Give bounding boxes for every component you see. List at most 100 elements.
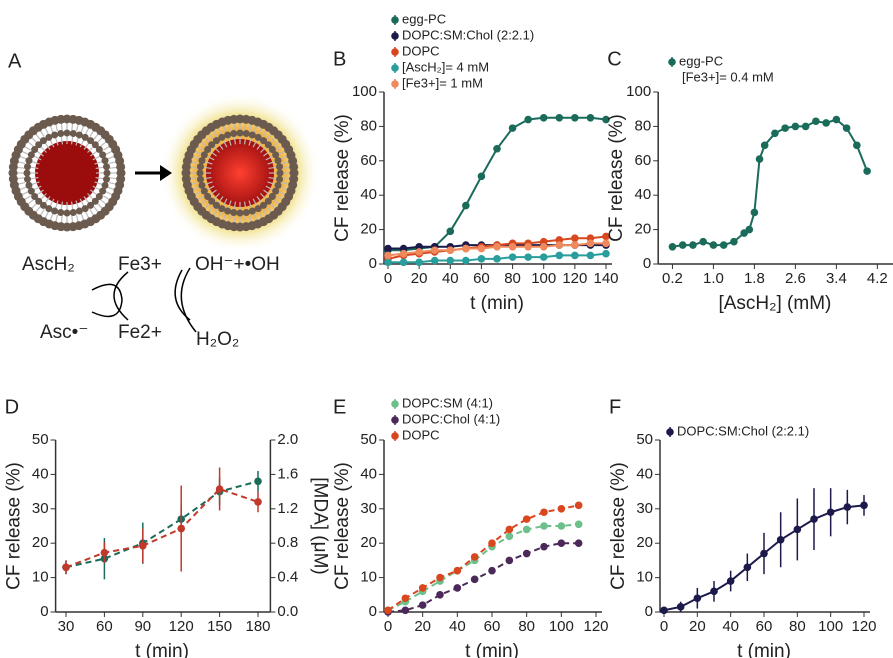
- x-tick-label: 30: [58, 618, 75, 635]
- lipid-head: [268, 193, 276, 201]
- series-line: [65, 480, 259, 569]
- panel-label: C: [607, 48, 621, 70]
- point: [418, 601, 427, 609]
- lipid-tail: [32, 185, 42, 191]
- lipid-head: [91, 197, 99, 205]
- point: [436, 591, 444, 599]
- x-axis-label: t (min): [135, 641, 189, 658]
- point: [415, 248, 423, 256]
- lipid-head: [81, 133, 89, 141]
- lipid-tail: [44, 196, 51, 205]
- x-tick-label: 60: [473, 270, 490, 287]
- y-tick-label: 0: [369, 603, 377, 620]
- y-tick-label: 50: [360, 431, 377, 448]
- legend-label: [AscH₂]= 4 mM: [402, 59, 489, 74]
- point: [730, 237, 738, 246]
- lipid-head: [81, 205, 89, 213]
- core: [35, 141, 99, 205]
- lipid-head: [289, 162, 299, 172]
- lipid-head: [274, 181, 282, 189]
- y-tick-label: 80: [635, 117, 652, 134]
- lipid-head: [196, 175, 204, 183]
- point: [401, 606, 410, 615]
- legend-label: DOPC:Chol (4:1): [402, 411, 500, 426]
- lipid-head: [116, 162, 126, 172]
- core: [206, 139, 274, 207]
- point: [540, 508, 548, 517]
- point: [418, 584, 427, 592]
- lipid-tail: [83, 141, 90, 150]
- x-tick-label: 0: [660, 618, 668, 635]
- diagram: A AscH₂ Fe3+ OH⁻+•OH Asc•⁻ Fe2+ H₂O₂: [8, 50, 320, 350]
- lipid-tail: [217, 196, 224, 205]
- point: [699, 237, 707, 246]
- x-axis-label: t (min): [737, 641, 791, 658]
- point: [555, 251, 564, 260]
- x-tick-label: 80: [504, 270, 521, 287]
- lipid-head: [264, 141, 272, 149]
- x-tick-label: 4.2: [867, 270, 888, 287]
- point: [470, 575, 479, 584]
- point: [508, 253, 517, 261]
- lipid-head: [242, 209, 250, 217]
- point: [660, 606, 668, 615]
- lipid-head: [23, 163, 31, 171]
- lipid-head: [218, 205, 226, 213]
- point: [401, 594, 410, 603]
- legend-label: DOPC:SM:Chol (2:2.1): [402, 27, 534, 42]
- lipid-head: [196, 169, 204, 177]
- lipid-tail: [30, 160, 40, 165]
- point: [826, 508, 835, 517]
- lipid-head: [27, 187, 35, 195]
- lipid-head: [212, 201, 220, 209]
- x-tick-label: 140: [593, 270, 618, 287]
- y-tick-label: 50: [32, 431, 49, 448]
- chem-label: AscH₂: [22, 254, 75, 275]
- lipid-tail: [35, 150, 44, 157]
- lipid-head: [31, 145, 39, 153]
- legend-label: egg-PC: [679, 53, 723, 68]
- point: [812, 117, 820, 126]
- lipid-tail: [267, 160, 277, 165]
- point: [522, 525, 531, 534]
- lipid-head: [236, 129, 244, 137]
- series-line: [672, 118, 869, 248]
- point: [488, 566, 496, 575]
- chem-label: OH⁻+•OH: [195, 254, 280, 275]
- panel-label: B: [333, 48, 346, 70]
- lipid-tail: [203, 160, 213, 165]
- x-tick-label: 120: [169, 618, 194, 635]
- point: [508, 243, 517, 251]
- lipid-head: [101, 157, 109, 165]
- point: [539, 243, 548, 251]
- lipid-head: [274, 157, 282, 165]
- lipid-tail: [94, 160, 104, 165]
- lipid-head: [63, 209, 71, 217]
- lipid-tail: [205, 155, 215, 161]
- x-tick-label: 2.6: [785, 270, 806, 287]
- lipid-tail: [75, 136, 80, 146]
- arrow: [180, 267, 197, 333]
- lipid-head: [95, 193, 103, 201]
- lipid-head: [51, 131, 59, 139]
- point: [586, 251, 595, 260]
- series-line: [387, 523, 579, 612]
- lipid-head: [25, 157, 33, 165]
- point: [760, 549, 768, 558]
- point: [571, 234, 579, 242]
- lipid-tail: [90, 150, 99, 157]
- x-tick-label: 0.2: [662, 270, 683, 287]
- point: [602, 249, 610, 258]
- y-axis-label: CF release (%): [608, 462, 629, 590]
- point: [430, 256, 439, 265]
- lipid-tail: [202, 176, 212, 180]
- lipid-tail: [75, 200, 80, 210]
- point: [415, 258, 423, 267]
- y-tick-label: 20: [32, 534, 49, 551]
- lipid-head: [57, 129, 65, 137]
- x-tick-label: 40: [442, 270, 459, 287]
- y-tick-label: 30: [32, 500, 49, 517]
- y-tick-label: 100: [626, 83, 651, 100]
- lipid-head: [260, 201, 268, 209]
